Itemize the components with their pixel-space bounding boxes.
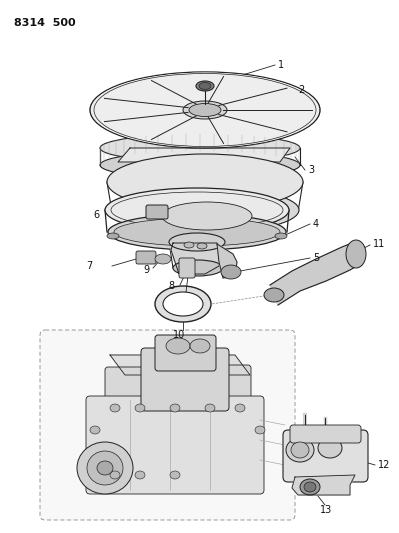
Ellipse shape <box>183 101 227 119</box>
Ellipse shape <box>108 214 286 250</box>
Ellipse shape <box>163 292 203 316</box>
Text: 1: 1 <box>278 60 284 70</box>
Ellipse shape <box>196 81 214 91</box>
FancyBboxPatch shape <box>179 258 195 278</box>
Ellipse shape <box>77 442 133 494</box>
Ellipse shape <box>173 260 223 276</box>
FancyBboxPatch shape <box>155 335 216 371</box>
Polygon shape <box>118 148 290 162</box>
Ellipse shape <box>205 404 215 412</box>
Ellipse shape <box>275 233 287 239</box>
Ellipse shape <box>155 254 171 264</box>
Polygon shape <box>217 244 237 278</box>
Ellipse shape <box>197 243 207 249</box>
Polygon shape <box>292 475 355 495</box>
Ellipse shape <box>170 404 180 412</box>
FancyBboxPatch shape <box>40 330 295 520</box>
Ellipse shape <box>91 72 319 148</box>
Ellipse shape <box>107 154 303 210</box>
Ellipse shape <box>114 218 280 246</box>
Ellipse shape <box>166 338 190 354</box>
FancyBboxPatch shape <box>86 396 264 494</box>
Text: 8: 8 <box>168 281 174 291</box>
FancyBboxPatch shape <box>136 251 156 264</box>
Ellipse shape <box>100 151 300 179</box>
Ellipse shape <box>199 83 211 90</box>
Text: 9: 9 <box>143 265 149 275</box>
Text: 12: 12 <box>378 460 390 470</box>
Ellipse shape <box>304 482 316 492</box>
FancyBboxPatch shape <box>290 425 361 443</box>
Ellipse shape <box>135 471 145 479</box>
Ellipse shape <box>110 471 120 479</box>
Ellipse shape <box>90 426 100 434</box>
Ellipse shape <box>90 72 320 148</box>
Ellipse shape <box>318 438 342 458</box>
Ellipse shape <box>235 404 245 412</box>
Text: 7: 7 <box>86 261 92 271</box>
Ellipse shape <box>286 438 314 462</box>
Text: 11: 11 <box>373 239 385 249</box>
Ellipse shape <box>110 404 120 412</box>
Text: 3: 3 <box>308 165 314 175</box>
FancyBboxPatch shape <box>283 430 368 482</box>
Ellipse shape <box>155 286 211 322</box>
Polygon shape <box>270 243 360 305</box>
Ellipse shape <box>189 103 221 117</box>
Ellipse shape <box>190 339 210 353</box>
Text: 8314  500: 8314 500 <box>14 18 76 28</box>
Ellipse shape <box>100 134 300 162</box>
Text: 5: 5 <box>313 253 319 263</box>
Ellipse shape <box>169 233 225 251</box>
Ellipse shape <box>162 202 252 230</box>
Ellipse shape <box>255 426 265 434</box>
Ellipse shape <box>346 240 366 268</box>
Ellipse shape <box>221 265 241 279</box>
Ellipse shape <box>87 451 123 485</box>
Text: 2: 2 <box>298 85 304 95</box>
FancyBboxPatch shape <box>105 367 181 408</box>
Ellipse shape <box>107 233 119 239</box>
Ellipse shape <box>300 479 320 495</box>
FancyBboxPatch shape <box>141 348 229 411</box>
Polygon shape <box>110 355 250 375</box>
Ellipse shape <box>105 188 289 232</box>
FancyBboxPatch shape <box>185 365 251 403</box>
Ellipse shape <box>291 442 309 458</box>
FancyBboxPatch shape <box>146 205 168 219</box>
Text: 6: 6 <box>94 210 100 220</box>
Ellipse shape <box>264 288 284 302</box>
Polygon shape <box>171 243 221 274</box>
Text: 10: 10 <box>173 330 185 340</box>
Ellipse shape <box>170 471 180 479</box>
Text: 4: 4 <box>313 219 319 229</box>
Ellipse shape <box>111 187 299 233</box>
Ellipse shape <box>184 242 194 248</box>
Text: 13: 13 <box>320 505 332 515</box>
Ellipse shape <box>97 461 113 475</box>
Ellipse shape <box>135 404 145 412</box>
